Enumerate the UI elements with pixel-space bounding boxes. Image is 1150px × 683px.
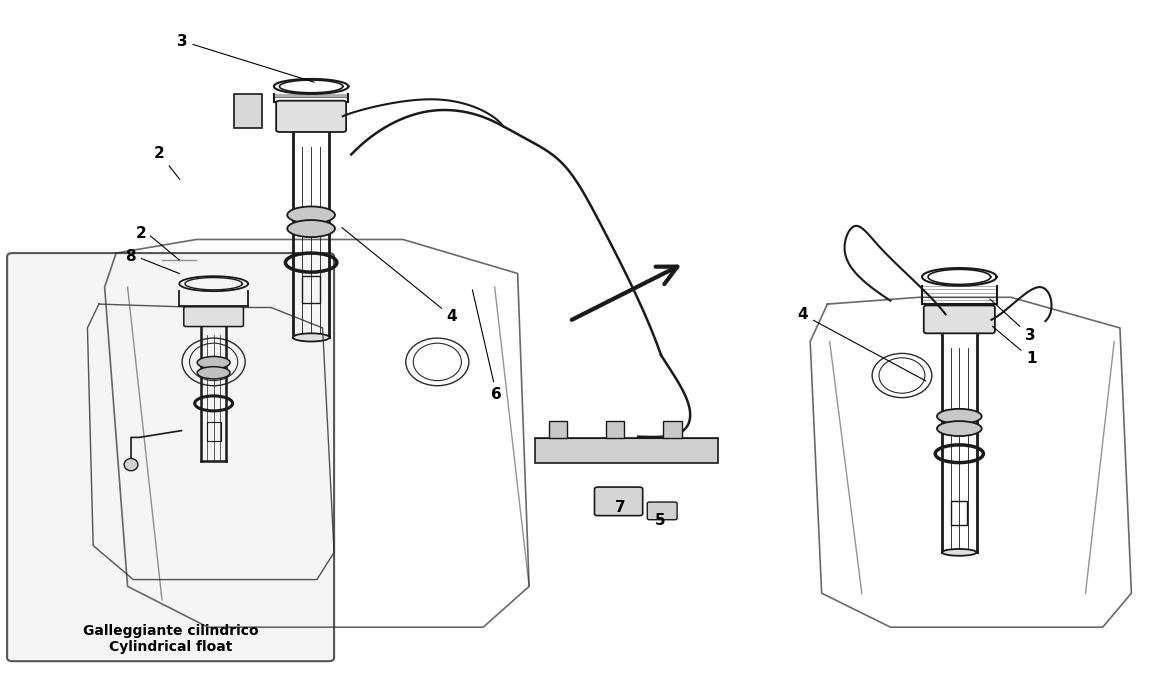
Ellipse shape [288, 220, 335, 237]
FancyBboxPatch shape [184, 307, 244, 326]
FancyBboxPatch shape [595, 487, 643, 516]
Ellipse shape [288, 206, 335, 223]
Text: 2: 2 [136, 226, 146, 241]
Text: 6: 6 [473, 290, 503, 402]
FancyBboxPatch shape [7, 253, 335, 661]
Ellipse shape [293, 333, 330, 342]
Text: 3: 3 [990, 299, 1035, 343]
Text: 1: 1 [992, 326, 1036, 366]
Text: 4: 4 [342, 227, 458, 324]
FancyBboxPatch shape [647, 502, 677, 520]
Bar [664, 421, 682, 438]
FancyBboxPatch shape [923, 305, 995, 333]
Bar [233, 94, 262, 128]
Ellipse shape [124, 458, 138, 471]
Ellipse shape [942, 549, 976, 556]
Ellipse shape [197, 357, 230, 369]
Ellipse shape [937, 409, 982, 424]
Text: 8: 8 [125, 249, 136, 264]
Bar [606, 421, 624, 438]
Bar [549, 421, 567, 438]
Bar [535, 438, 719, 462]
Ellipse shape [937, 421, 982, 436]
Bar [951, 501, 967, 525]
Text: 5: 5 [656, 513, 666, 528]
Bar [302, 276, 321, 303]
Text: 3: 3 [177, 33, 314, 82]
FancyBboxPatch shape [276, 100, 346, 132]
Bar [207, 422, 221, 441]
Text: 7: 7 [615, 499, 626, 514]
Ellipse shape [197, 367, 230, 379]
Text: Galleggiante cilindrico
Cylindrical float: Galleggiante cilindrico Cylindrical floa… [83, 624, 259, 654]
Text: 2: 2 [154, 146, 179, 180]
Text: 4: 4 [798, 307, 926, 381]
